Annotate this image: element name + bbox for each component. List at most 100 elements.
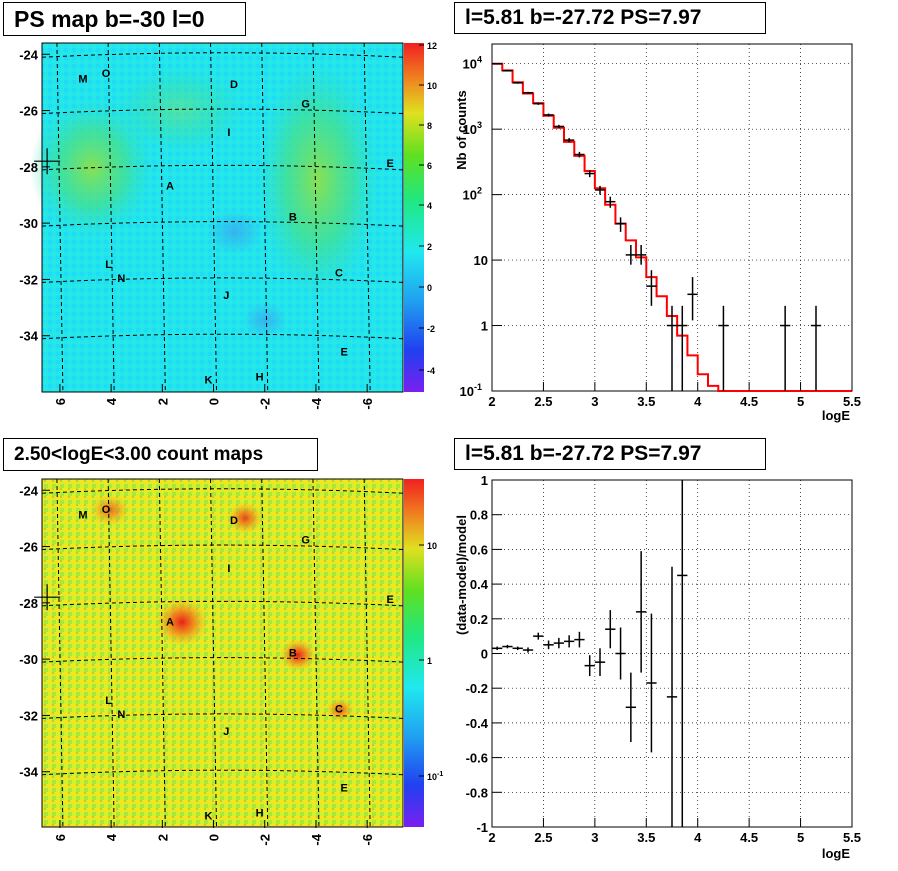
residual-y-tick-label: 0.4 xyxy=(470,577,489,592)
map-x-tick-label: 0 xyxy=(207,398,222,405)
spectrum-y-tick-label: 10 xyxy=(474,253,488,268)
colorbar-tick-label: -2 xyxy=(427,324,435,334)
map-x-tick-label: -6 xyxy=(360,834,375,846)
ps-map-coordinate-grid xyxy=(41,42,404,393)
ps-map-axes: -24 -26 -28 -30 -32 -34 6 4 2 0 -2 -4 -6 xyxy=(19,47,375,409)
ps-map-blob-right xyxy=(256,60,380,300)
spectrum-x-tick-label: 4 xyxy=(694,394,702,409)
spectrum-x-tick-label: 4.5 xyxy=(740,394,758,409)
ps-map-colorbar xyxy=(404,43,424,392)
colorbar-tick-label: 12 xyxy=(427,41,437,51)
colorbar-tick-label: 10 xyxy=(427,541,437,551)
residual-panel: 2 2.5 3 3.5 4 4.5 5 5.5 1 0.8 0.6 0.4 0.2 0 -0.2 -0.4 -0… xyxy=(454,473,861,861)
spectrum-x-label: logE xyxy=(822,408,850,423)
colorbar-tick-label: 6 xyxy=(427,161,432,171)
map-source-label: J xyxy=(223,726,229,738)
map-y-tick-label: -30 xyxy=(19,216,38,231)
map-grid-meridian xyxy=(261,478,269,829)
count-map-source-b-glow xyxy=(280,639,316,671)
map-source-label: N xyxy=(117,709,125,721)
count-map-coordinate-grid xyxy=(41,478,404,829)
count-map-source-c-glow xyxy=(326,698,354,722)
residual-x-tick-label: 3.5 xyxy=(637,830,655,845)
map-source-label: D xyxy=(230,515,238,527)
colorbar-tick-label: -4 xyxy=(427,366,435,376)
count-map-source-mo-glow xyxy=(90,494,130,526)
residual-axes: 2 2.5 3 3.5 4 4.5 5 5.5 1 0.8 0.6 0.4 0.2 0 -0.2 -0.4 -0… xyxy=(466,473,861,845)
map-x-tick-label: 4 xyxy=(104,397,119,405)
map-y-tick-label: -32 xyxy=(19,272,38,287)
residual-y-tick-label: 1 xyxy=(481,473,488,488)
spectrum-y-tick-label: 10-1 xyxy=(460,382,482,399)
map-x-tick-label: -4 xyxy=(309,833,324,845)
map-source-label: K xyxy=(204,811,212,823)
residual-x-tick-label: 5 xyxy=(797,830,804,845)
ps-map-colorbar-ticks: 12 10 8 6 4 2 0 -2 -4 xyxy=(419,41,437,376)
ps-map-dip xyxy=(207,210,263,254)
residual-y-tick-label: 0.6 xyxy=(470,542,488,557)
count-map-background xyxy=(42,479,403,827)
spectrum-x-tick-label: 3 xyxy=(591,394,598,409)
map-grid-meridian xyxy=(312,478,320,829)
map-source-label: L xyxy=(105,695,112,707)
colorbar-tick-label: 8 xyxy=(427,121,432,131)
spectrum-data-points xyxy=(492,62,822,391)
colorbar-tick-label: 0 xyxy=(427,283,432,293)
spectrum-y-tick-label: 1 xyxy=(481,319,488,334)
map-source-label: H xyxy=(256,372,264,384)
spectrum-x-tick-label: 2 xyxy=(488,394,495,409)
map-y-tick-label: -32 xyxy=(19,708,38,723)
map-source-label: K xyxy=(204,375,212,387)
map-source-label: E xyxy=(340,346,347,358)
map-y-tick-label: -24 xyxy=(19,483,39,498)
spectrum-x-tick-label: 5.5 xyxy=(843,394,861,409)
spectrum-title: l=5.81 b=-27.72 PS=7.97 xyxy=(454,2,766,34)
residual-x-tick-label: 5.5 xyxy=(843,830,861,845)
map-source-label: O xyxy=(102,68,111,80)
map-source-label: E xyxy=(387,594,394,606)
colorbar-tick-label: 10-1 xyxy=(427,771,443,782)
map-source-label: L xyxy=(105,259,112,271)
ps-map-source-labels: M O D G I E A B LN C J E K H xyxy=(34,68,394,387)
residual-y-tick-label: 0 xyxy=(481,647,488,662)
map-source-label: M xyxy=(78,509,87,521)
map-grid-meridian xyxy=(210,42,218,393)
map-grid-meridian xyxy=(363,478,371,829)
map-x-tick-label: 2 xyxy=(155,834,170,841)
map-y-tick-label: -28 xyxy=(19,160,38,175)
residual-x-tick-label: 2.5 xyxy=(534,830,552,845)
map-source-label: J xyxy=(223,290,229,302)
map-grid-meridian xyxy=(158,478,166,829)
spectrum-x-tick-label: 2.5 xyxy=(534,394,552,409)
residual-x-tick-label: 3 xyxy=(591,830,598,845)
map-source-label: N xyxy=(117,273,125,285)
map-grid-meridian xyxy=(56,478,64,829)
map-grid-meridian xyxy=(107,42,115,393)
map-source-label: C xyxy=(335,704,343,716)
count-map-axes: -24 -26 -28 -30 -32 -34 6 4 2 0 -2 -4 -6 xyxy=(19,483,375,845)
map-x-tick-label: 6 xyxy=(53,834,68,841)
count-map-source-labels: M O D G I E A B LN C J E K H xyxy=(34,504,394,823)
spectrum-y-tick-label: 104 xyxy=(463,55,482,72)
ps-map-title: PS map b=-30 l=0 xyxy=(3,2,246,36)
spectrum-x-tick-label: 3.5 xyxy=(637,394,655,409)
map-x-tick-label: 6 xyxy=(53,398,68,405)
map-x-tick-label: -2 xyxy=(258,834,273,846)
residual-x-tick-label: 4 xyxy=(694,830,702,845)
residual-y-tick-label: -0.8 xyxy=(466,785,488,800)
map-source-label: B xyxy=(289,211,297,223)
spectrum-y-label: Nb of counts xyxy=(454,90,469,169)
count-map-colorbar-ticks: 10 1 10-1 xyxy=(419,541,443,782)
residual-x-tick-label: 4.5 xyxy=(740,830,758,845)
count-map-frame xyxy=(41,478,404,828)
residual-y-tick-label: -1 xyxy=(476,820,488,835)
residual-x-tick-label: 2 xyxy=(488,830,495,845)
map-y-tick-label: -26 xyxy=(19,540,38,555)
ps-map-frame xyxy=(41,42,404,393)
residual-y-label: (data-model)/model xyxy=(454,515,469,635)
colorbar-tick-label: 4 xyxy=(427,201,432,211)
map-grid-meridian xyxy=(261,42,269,393)
map-y-tick-label: -24 xyxy=(19,47,39,62)
